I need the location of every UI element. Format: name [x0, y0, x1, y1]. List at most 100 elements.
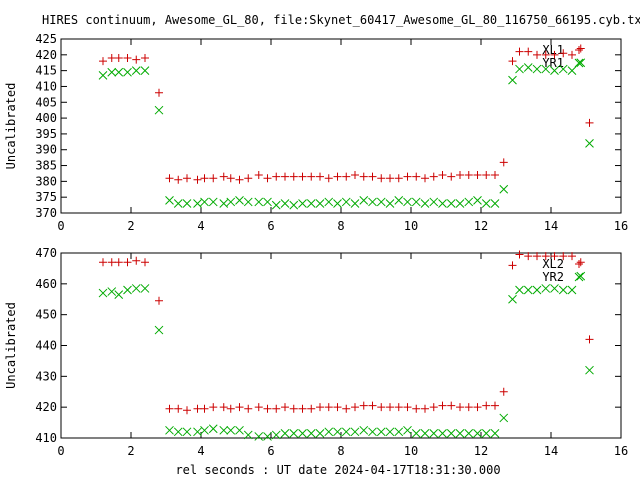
data-point — [333, 199, 342, 208]
data-point — [473, 171, 482, 180]
data-point — [244, 404, 253, 413]
data-point — [154, 105, 164, 115]
data-point — [482, 401, 491, 410]
data-point — [541, 252, 550, 261]
y-axis-label: Uncalibrated — [4, 83, 18, 170]
data-point — [183, 174, 191, 183]
data-point — [386, 403, 394, 412]
x-tick-label: 8 — [337, 444, 344, 458]
data-point — [464, 171, 473, 180]
data-point — [524, 47, 533, 56]
data-point — [351, 171, 359, 180]
data-point — [165, 195, 174, 205]
data-point — [533, 252, 541, 261]
data-point — [235, 195, 244, 205]
legend-marker — [574, 58, 584, 68]
data-point — [141, 53, 149, 62]
x-tick-label: 8 — [337, 219, 344, 233]
y-tick-label: 410 — [35, 79, 57, 93]
y-tick-label: 450 — [35, 308, 57, 322]
data-point — [429, 172, 438, 181]
data-point — [200, 174, 209, 183]
x-tick-label: 4 — [197, 219, 204, 233]
data-point — [541, 50, 550, 59]
data-point — [123, 285, 132, 295]
data-point — [298, 199, 307, 208]
data-point — [473, 429, 482, 438]
data-point — [456, 171, 464, 180]
data-point — [558, 285, 568, 295]
data-point — [351, 403, 359, 412]
data-point — [173, 199, 183, 208]
data-point — [174, 404, 183, 413]
data-point — [411, 429, 421, 438]
data-point — [219, 425, 229, 435]
data-point — [219, 172, 228, 181]
data-point — [254, 171, 263, 180]
data-point — [377, 174, 386, 183]
data-point — [341, 197, 351, 207]
data-point — [541, 284, 551, 293]
data-point — [446, 429, 456, 438]
data-point — [585, 335, 594, 344]
data-point — [359, 401, 368, 410]
y-tick-label: 440 — [35, 339, 57, 353]
data-point — [154, 325, 164, 335]
y-tick-label: 375 — [35, 190, 57, 204]
data-point — [368, 197, 377, 207]
data-point — [447, 401, 456, 410]
data-point — [226, 404, 235, 413]
y-tick-label: 425 — [35, 32, 57, 46]
y-tick-label: 380 — [35, 174, 57, 188]
data-point — [421, 174, 429, 183]
data-point — [359, 195, 369, 205]
data-point — [271, 200, 281, 210]
data-point — [209, 403, 218, 412]
data-point — [107, 67, 117, 77]
data-point — [567, 285, 577, 295]
data-point — [567, 66, 577, 75]
data-point — [140, 284, 150, 293]
data-point — [446, 199, 456, 208]
data-point — [376, 197, 386, 207]
x-axis-label: rel seconds : UT date 2024-04-17T18:31:3… — [175, 463, 500, 477]
data-point — [99, 57, 107, 66]
data-point — [473, 195, 482, 205]
data-point — [438, 171, 447, 180]
data-point — [523, 63, 533, 72]
data-point — [550, 50, 559, 59]
data-point — [456, 403, 464, 412]
x-tick-label: 2 — [127, 444, 134, 458]
data-point — [412, 172, 421, 181]
data-point — [243, 430, 253, 440]
data-point — [226, 425, 236, 435]
data-point — [243, 197, 253, 207]
x-tick-label: 16 — [614, 444, 628, 458]
data-point — [550, 252, 559, 261]
data-point — [550, 284, 559, 293]
data-point — [523, 285, 533, 295]
plot-frame — [60, 38, 622, 214]
data-point — [429, 197, 439, 207]
legend-marker — [575, 46, 583, 54]
data-point — [200, 197, 209, 207]
data-point — [208, 424, 218, 434]
data-point — [438, 199, 447, 208]
data-point — [272, 404, 281, 413]
data-point — [411, 197, 421, 207]
data-point — [298, 429, 307, 438]
data-point — [420, 199, 430, 208]
data-point — [368, 427, 377, 437]
legend-label: YR1 — [542, 56, 564, 70]
data-point — [403, 172, 412, 181]
x-tick-label: 6 — [267, 444, 274, 458]
data-point — [447, 172, 456, 181]
data-point — [499, 184, 509, 194]
data-point — [263, 404, 272, 413]
data-point — [289, 200, 299, 210]
data-point — [515, 250, 524, 259]
data-point — [131, 284, 141, 293]
data-point — [585, 365, 594, 375]
